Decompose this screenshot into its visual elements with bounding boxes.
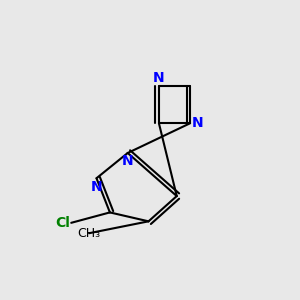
Text: CH₃: CH₃ [77,227,101,240]
Text: N: N [122,154,134,169]
Text: N: N [192,116,203,130]
Text: N: N [153,70,165,85]
Text: Cl: Cl [55,216,70,230]
Text: N: N [91,180,102,194]
